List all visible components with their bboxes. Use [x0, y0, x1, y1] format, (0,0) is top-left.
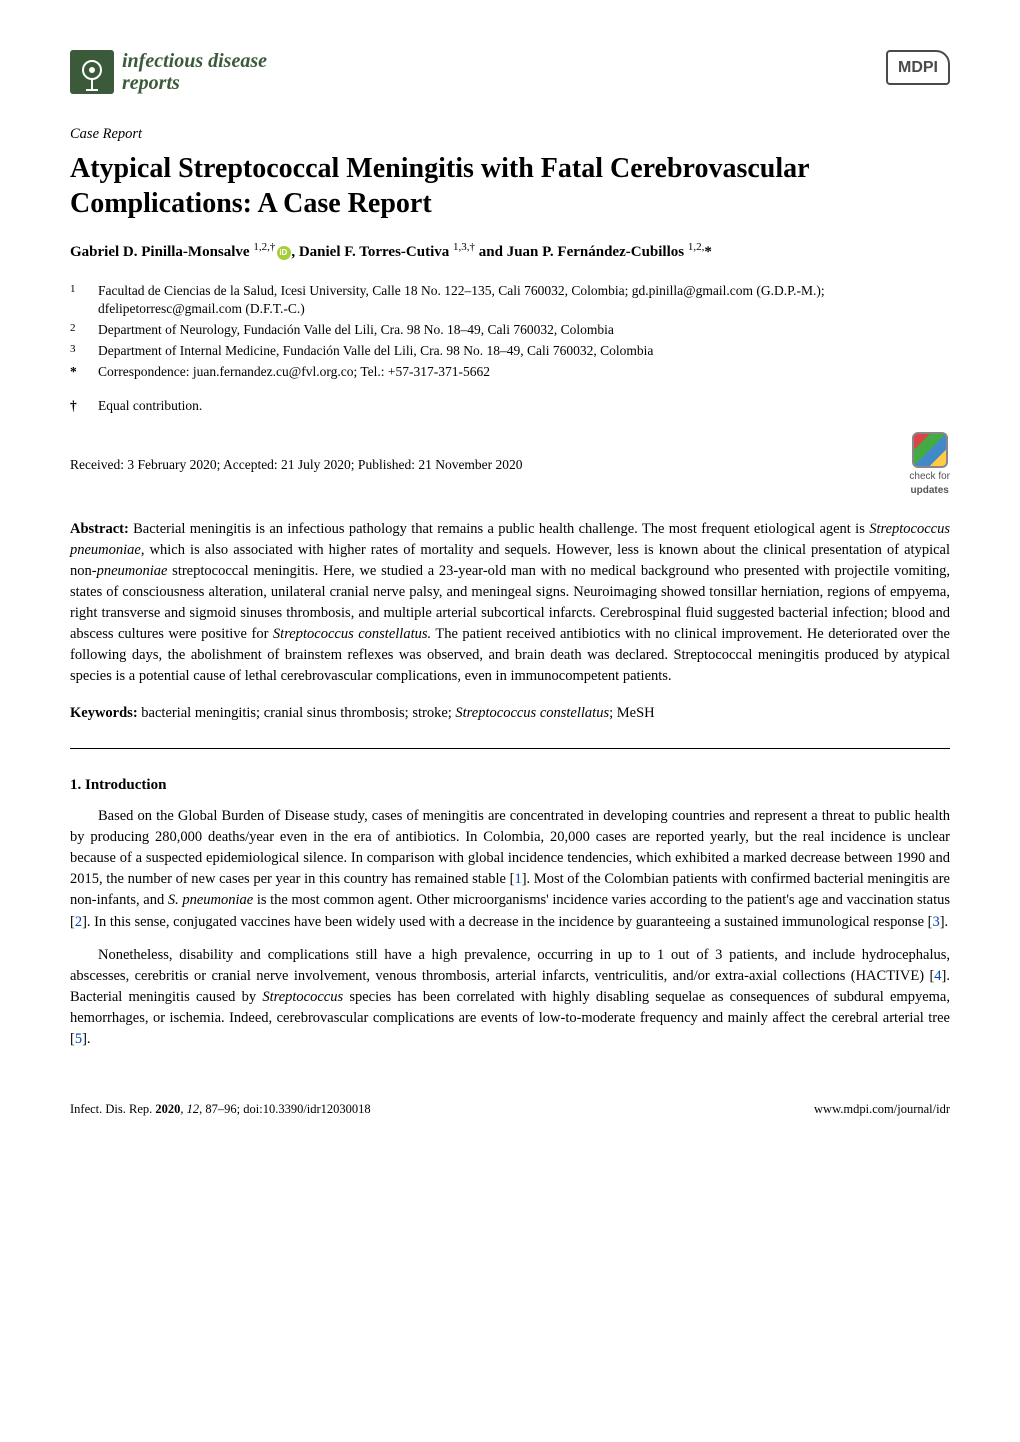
body-paragraph: Based on the Global Burden of Disease st…	[70, 806, 950, 932]
correspondence-row: * Correspondence: juan.fernandez.cu@fvl.…	[70, 363, 950, 382]
keywords-label: Keywords:	[70, 705, 138, 721]
check-updates-badge[interactable]: check for updates	[909, 432, 950, 499]
abstract: Abstract: Bacterial meningitis is an inf…	[70, 519, 950, 687]
equal-contrib-text: Equal contribution.	[98, 396, 202, 416]
separator	[70, 748, 950, 749]
abstract-text: Bacterial meningitis is an infectious pa…	[70, 521, 950, 684]
journal-logo: infectious disease reports	[70, 50, 267, 94]
footer-citation: Infect. Dis. Rep. 2020, 12, 87–96; doi:1…	[70, 1100, 371, 1118]
orcid-icon	[277, 246, 291, 260]
page-footer: Infect. Dis. Rep. 2020, 12, 87–96; doi:1…	[70, 1100, 950, 1118]
equal-contribution: † Equal contribution.	[70, 396, 950, 416]
keywords: Keywords: bacterial meningitis; cranial …	[70, 703, 950, 724]
authors: Gabriel D. Pinilla-Monsalve 1,2,†, Danie…	[70, 239, 950, 264]
journal-icon	[70, 50, 114, 94]
equal-contrib-symbol: †	[70, 396, 84, 416]
publisher-logo: MDPI	[886, 50, 950, 85]
affiliation-number: 1	[70, 282, 84, 320]
article-dates: Received: 3 February 2020; Accepted: 21 …	[70, 455, 523, 475]
affiliations-block: 1 Facultad de Ciencias de la Salud, Ices…	[70, 282, 950, 382]
crossmark-icon	[912, 432, 948, 468]
affiliation-number: 3	[70, 342, 84, 361]
abstract-label: Abstract:	[70, 521, 129, 537]
dates-row: Received: 3 February 2020; Accepted: 21 …	[70, 432, 950, 499]
journal-name: infectious disease reports	[122, 50, 267, 94]
page-header: infectious disease reports MDPI	[70, 50, 950, 94]
affiliation-row: 1 Facultad de Ciencias de la Salud, Ices…	[70, 282, 950, 320]
affiliation-row: 2 Department of Neurology, Fundación Val…	[70, 321, 950, 340]
article-title: Atypical Streptococcal Meningitis with F…	[70, 151, 950, 221]
journal-name-line1: infectious disease	[122, 50, 267, 72]
journal-name-line2: reports	[122, 72, 267, 94]
affiliation-row: 3 Department of Internal Medicine, Funda…	[70, 342, 950, 361]
article-type: Case Report	[70, 124, 950, 145]
body-paragraph: Nonetheless, disability and complication…	[70, 945, 950, 1050]
correspondence-text: Correspondence: juan.fernandez.cu@fvl.or…	[98, 363, 490, 382]
affiliation-number: 2	[70, 321, 84, 340]
affiliation-text: Department of Neurology, Fundación Valle…	[98, 321, 614, 340]
affiliation-text: Department of Internal Medicine, Fundaci…	[98, 342, 653, 361]
correspondence-symbol: *	[70, 363, 84, 382]
keywords-text: bacterial meningitis; cranial sinus thro…	[138, 705, 655, 721]
affiliation-text: Facultad de Ciencias de la Salud, Icesi …	[98, 282, 950, 320]
check-updates-label1: check for	[909, 470, 950, 485]
section-heading: 1. Introduction	[70, 775, 950, 797]
footer-url: www.mdpi.com/journal/idr	[814, 1100, 950, 1118]
check-updates-label2: updates	[909, 484, 950, 499]
